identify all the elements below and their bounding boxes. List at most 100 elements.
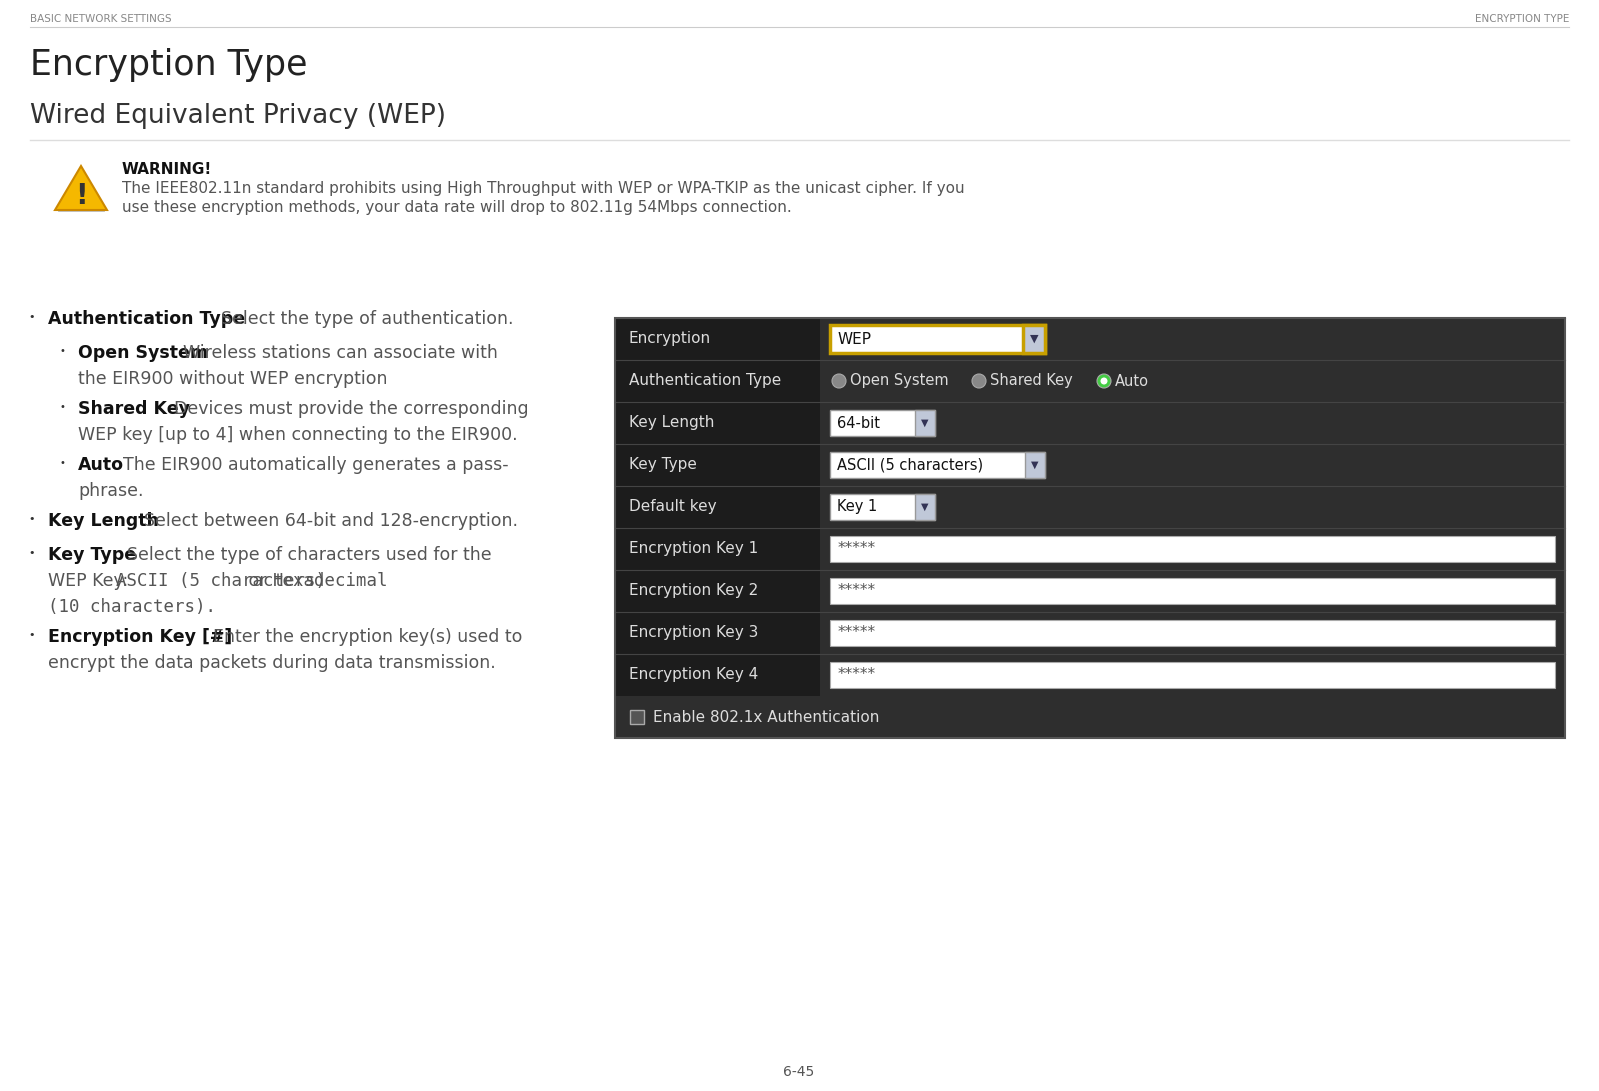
Bar [830,452,1046,478]
Text: *****: ***** [838,584,876,599]
Text: ▼: ▼ [921,502,929,512]
Text: Encryption Key 1: Encryption Key 1 [628,541,758,556]
Text: Default key: Default key [628,500,716,515]
Bar [830,662,1554,688]
Text: ▼: ▼ [1030,334,1038,344]
Text: •: • [29,515,35,525]
Text: •: • [29,549,35,559]
Bar [1023,325,1046,353]
Text: use these encryption methods, your data rate will drop to 802.11g 54Mbps connect: use these encryption methods, your data … [122,200,792,215]
Bar [830,325,1046,353]
Text: Enter the encryption key(s) used to: Enter the encryption key(s) used to [201,628,523,646]
Text: Encryption Key 3: Encryption Key 3 [628,625,758,640]
Text: Shared Key: Shared Key [78,400,190,418]
Bar [616,696,1565,738]
Circle shape [972,374,987,388]
Text: encrypt the data packets during data transmission.: encrypt the data packets during data tra… [48,654,496,672]
Text: *****: ***** [838,541,876,556]
Text: Enable 802.1x Authentication: Enable 802.1x Authentication [652,709,879,724]
Text: !: ! [75,182,88,209]
Bar [616,317,1565,738]
Text: Select between 64-bit and 128-encryption.: Select between 64-bit and 128-encryption… [133,512,518,530]
Bar [830,536,1554,562]
Text: ENCRYPTION TYPE: ENCRYPTION TYPE [1474,14,1569,24]
Text: (10 characters).: (10 characters). [48,598,216,616]
Polygon shape [54,166,107,209]
Bar [820,612,1565,654]
Text: Shared Key: Shared Key [990,373,1073,388]
Text: WEP Key:: WEP Key: [48,572,134,590]
Text: The IEEE802.11n standard prohibits using High Throughput with WEP or WPA-TKIP as: The IEEE802.11n standard prohibits using… [122,181,964,196]
Text: Authentication Type: Authentication Type [48,310,245,328]
Text: 64-bit: 64-bit [836,416,879,431]
Text: Wired Equivalent Privacy (WEP): Wired Equivalent Privacy (WEP) [30,103,446,129]
Bar [820,485,1565,528]
Text: *****: ***** [838,668,876,683]
Text: •: • [59,458,66,468]
Bar [915,494,935,520]
Text: Encryption Key 4: Encryption Key 4 [628,668,758,683]
Circle shape [831,374,846,388]
Text: ASCII (5 characters): ASCII (5 characters) [836,457,983,472]
Text: Key Type: Key Type [48,546,136,564]
Text: •: • [29,312,35,323]
Bar [830,494,935,520]
Text: WEP: WEP [838,332,871,347]
Text: Key Length: Key Length [628,416,715,431]
Text: Key Type: Key Type [628,457,697,472]
Text: Devices must provide the corresponding: Devices must provide the corresponding [163,400,529,418]
Text: ▼: ▼ [921,418,929,428]
Bar [830,410,935,436]
Bar [616,444,820,485]
Text: WEP key [up to 4] when connecting to the EIR900.: WEP key [up to 4] when connecting to the… [78,425,518,444]
Bar [616,570,820,612]
Text: •: • [59,347,66,357]
Bar [820,360,1565,401]
Bar [616,612,820,654]
Bar [616,654,820,696]
Text: ▼: ▼ [1031,460,1039,470]
Text: Encryption Type: Encryption Type [30,48,307,82]
Bar [616,360,820,401]
Bar [830,578,1554,604]
Text: Auto: Auto [78,456,125,473]
Bar [616,317,820,360]
Text: •: • [29,631,35,640]
Text: Open System: Open System [851,373,948,388]
Text: The EIR900 automatically generates a pass-: The EIR900 automatically generates a pas… [112,456,508,473]
Text: ASCII (5 characters): ASCII (5 characters) [115,572,326,590]
Text: Encryption Key [#]: Encryption Key [#] [48,628,232,646]
Circle shape [1100,377,1108,384]
Bar [1025,452,1046,478]
Text: phrase.: phrase. [78,482,144,500]
Bar [820,444,1565,485]
Text: Key 1: Key 1 [836,500,878,515]
Bar [820,317,1565,360]
Bar [820,528,1565,570]
Text: Open System: Open System [78,344,208,362]
Text: the EIR900 without WEP encryption: the EIR900 without WEP encryption [78,370,387,388]
Text: WARNING!: WARNING! [122,161,213,177]
Bar [616,401,820,444]
Text: BASIC NETWORK SETTINGS: BASIC NETWORK SETTINGS [30,14,171,24]
Text: Select the type of authentication.: Select the type of authentication. [211,310,513,328]
Bar [616,485,820,528]
Text: Auto: Auto [1115,373,1150,388]
Text: Encryption Key 2: Encryption Key 2 [628,584,758,599]
Text: Select the type of characters used for the: Select the type of characters used for t… [117,546,492,564]
Text: Key Length: Key Length [48,512,158,530]
Bar [820,654,1565,696]
Bar [820,570,1565,612]
Text: *****: ***** [838,625,876,640]
Bar [616,528,820,570]
Text: Wireless stations can associate with: Wireless stations can associate with [173,344,497,362]
Text: 6-45: 6-45 [784,1065,814,1079]
Text: Encryption: Encryption [628,332,712,347]
Text: Authentication Type: Authentication Type [628,373,782,388]
Text: or: or [243,572,272,590]
Bar [820,401,1565,444]
Bar [915,410,935,436]
Bar [830,620,1554,646]
Text: Hexadecimal: Hexadecimal [273,572,389,590]
Circle shape [1097,374,1111,388]
